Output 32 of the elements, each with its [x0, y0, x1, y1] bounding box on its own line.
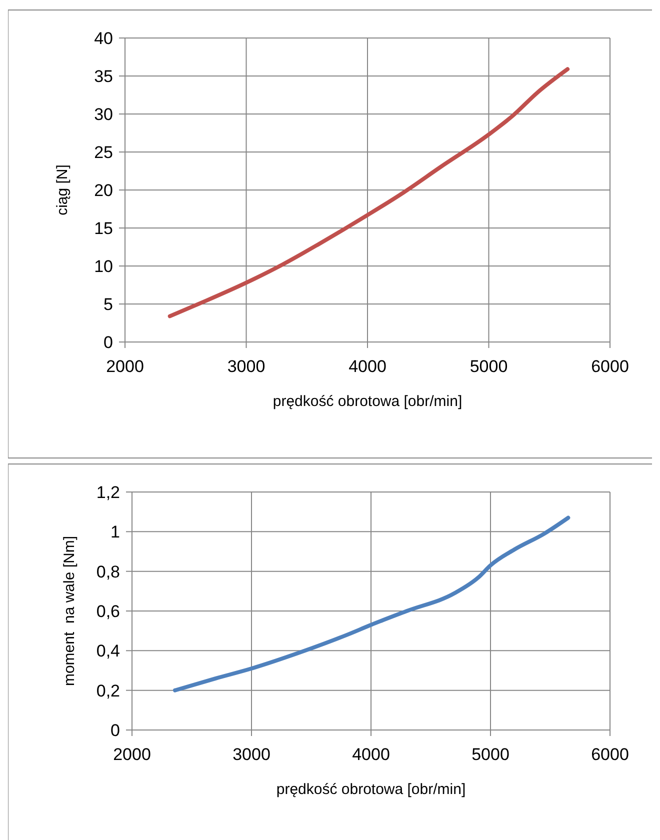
y-tick-label: 0,2	[96, 681, 120, 700]
y-tick-label: 30	[94, 104, 113, 124]
y-axis-title: moment na wale [Nm]	[61, 536, 78, 686]
y-tick-label: 0,8	[96, 562, 120, 582]
x-tick-label: 6000	[591, 357, 629, 376]
y-tick-label: 25	[94, 142, 113, 162]
x-tick-label: 3000	[232, 745, 270, 764]
x-tick-label: 5000	[470, 357, 508, 376]
y-tick-label: 1	[110, 522, 120, 542]
x-tick-label: 2000	[113, 745, 151, 764]
y-tick-label: 10	[94, 256, 113, 276]
x-tick-label: 6000	[591, 745, 629, 764]
x-axis-title: prędkość obrotowa [obr/min]	[276, 781, 466, 798]
y-tick-label: 40	[94, 28, 113, 48]
line-series	[173, 516, 570, 692]
y-tick-label: 35	[94, 66, 113, 86]
x-tick-label: 4000	[348, 357, 386, 376]
x-tick-label: 2000	[106, 357, 144, 376]
y-tick-label: 1,2	[96, 482, 120, 502]
y-tick-label: 5	[104, 294, 113, 314]
line-series	[168, 67, 570, 318]
x-tick-label: 3000	[227, 357, 266, 376]
y-tick-label: 15	[94, 218, 113, 238]
y-tick-label: 0,4	[96, 642, 120, 661]
x-tick-label: 4000	[352, 745, 390, 764]
y-tick-label: 0,6	[96, 602, 120, 621]
x-tick-label: 5000	[472, 745, 510, 764]
y-tick-label: 0	[110, 720, 120, 740]
y-tick-label: 20	[94, 180, 113, 200]
y-tick-label: 0	[104, 332, 113, 352]
y-axis-title: ciąg [N]	[54, 164, 71, 216]
x-axis-title: prędkość obrotowa [obr/min]	[272, 393, 462, 410]
